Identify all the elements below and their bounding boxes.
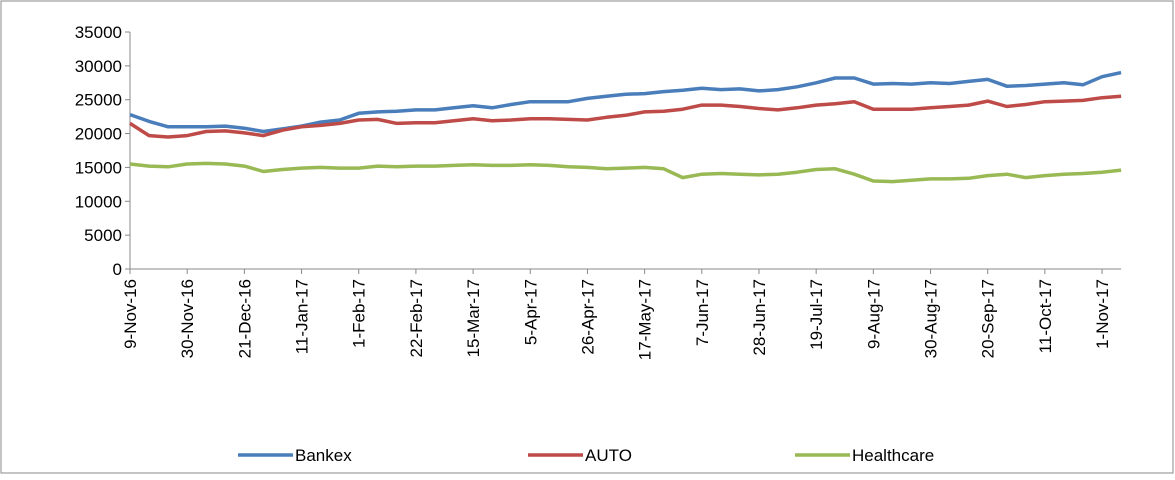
x-tick-label: 11-Oct-17: [1036, 279, 1055, 353]
x-tick-label: 11-Jan-17: [293, 279, 312, 354]
x-tick-label: 30-Aug-17: [922, 279, 941, 358]
x-tick-label: 9-Aug-17: [864, 279, 883, 349]
legend-label: Healthcare: [852, 446, 934, 465]
x-tick-label: 1-Feb-17: [350, 279, 369, 348]
y-tick-label: 30000: [75, 57, 122, 76]
y-tick-label: 10000: [75, 192, 122, 211]
y-tick-label: 20000: [75, 125, 122, 144]
y-tick-label: 0: [113, 260, 122, 279]
y-tick-label: 35000: [75, 23, 122, 42]
x-tick-label: 7-Jun-17: [693, 279, 712, 346]
x-tick-label: 9-Nov-16: [121, 279, 140, 349]
legend-label: AUTO: [585, 446, 632, 465]
x-tick-label: 15-Mar-17: [464, 279, 483, 357]
x-tick-label: 21-Dec-16: [235, 279, 254, 358]
legend-label: Bankex: [295, 446, 352, 465]
y-tick-label: 5000: [84, 226, 122, 245]
y-tick-label: 15000: [75, 158, 122, 177]
series-line: [129, 94, 1122, 139]
x-tick-label: 19-Jul-17: [807, 279, 826, 350]
x-tick-label: 5-Apr-17: [521, 279, 540, 345]
x-tick-label: 17-May-17: [636, 279, 655, 360]
x-tick-label: 30-Nov-16: [178, 279, 197, 358]
x-tick-label: 20-Sep-17: [979, 279, 998, 358]
x-tick-label: 22-Feb-17: [407, 279, 426, 357]
y-tick-label: 25000: [75, 91, 122, 110]
x-tick-label: 28-Jun-17: [750, 279, 769, 356]
x-tick-label: 26-Apr-17: [578, 279, 597, 355]
x-tick-label: 1-Nov-17: [1093, 279, 1112, 349]
series-line: [129, 161, 1122, 184]
